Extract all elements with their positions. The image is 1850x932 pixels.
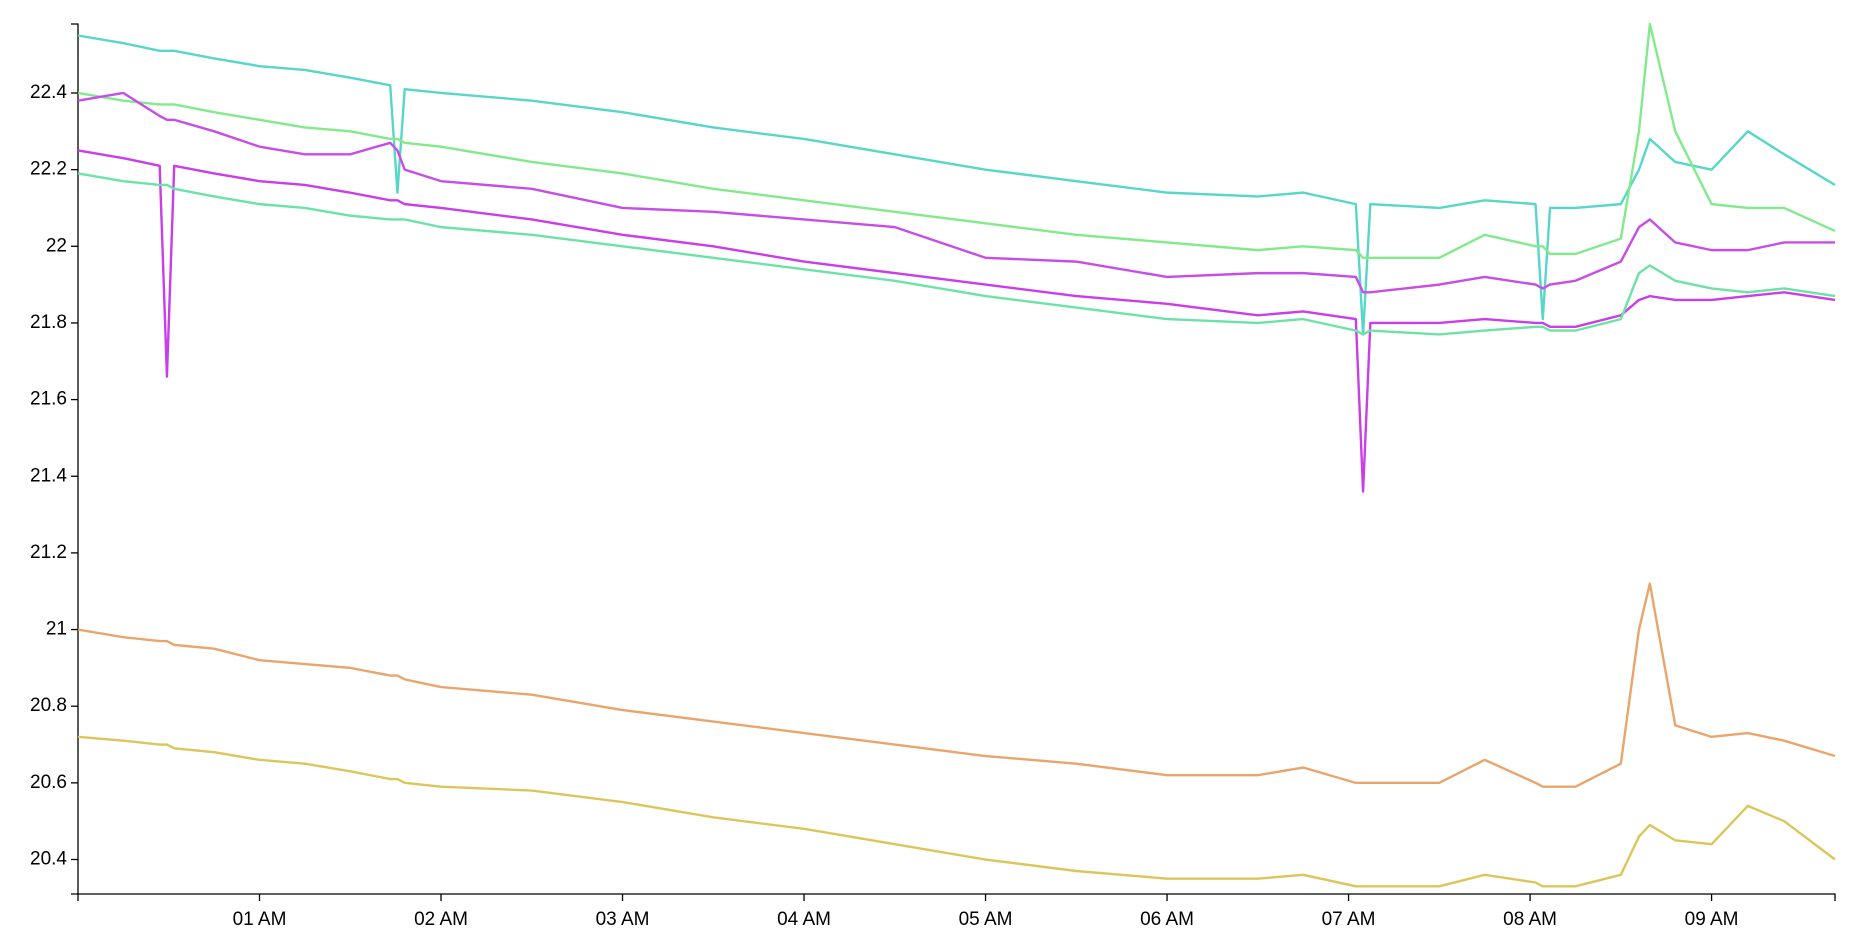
series-line: [77, 91, 1835, 294]
y-tick-label: 21: [46, 619, 67, 640]
series-line: [77, 34, 1836, 336]
x-tick-label: 05 AM: [959, 909, 1013, 930]
y-tick-label: 20.4: [30, 849, 67, 870]
series-line: [77, 149, 1836, 493]
y-tick-label: 21.4: [30, 465, 67, 486]
x-tick-label: 06 AM: [1140, 909, 1194, 930]
y-tick-label: 20.6: [30, 772, 67, 793]
x-tick-label: 09 AM: [1685, 909, 1739, 930]
y-tick-label: 21.6: [30, 389, 67, 410]
series-line: [77, 582, 1836, 788]
series-line: [77, 22, 1836, 259]
x-tick-label: 08 AM: [1503, 909, 1557, 930]
y-tick-label: 21.2: [30, 542, 67, 563]
x-tick-label: 04 AM: [777, 909, 831, 930]
series-line: [77, 172, 1836, 336]
y-tick-label: 22: [46, 235, 67, 256]
y-tick-label: 22.4: [30, 82, 67, 103]
x-axis: [77, 893, 1836, 901]
x-tick-label: 07 AM: [1322, 909, 1376, 930]
x-tick-label: 03 AM: [596, 909, 650, 930]
x-tick-label: 02 AM: [414, 909, 468, 930]
y-tick-label: 20.8: [30, 695, 67, 716]
y-tick-label: 22.2: [30, 159, 67, 180]
y-tick-label: 21.8: [30, 312, 67, 333]
y-axis: [71, 23, 79, 895]
x-tick-label: 01 AM: [233, 909, 287, 930]
series-line: [77, 735, 1836, 888]
